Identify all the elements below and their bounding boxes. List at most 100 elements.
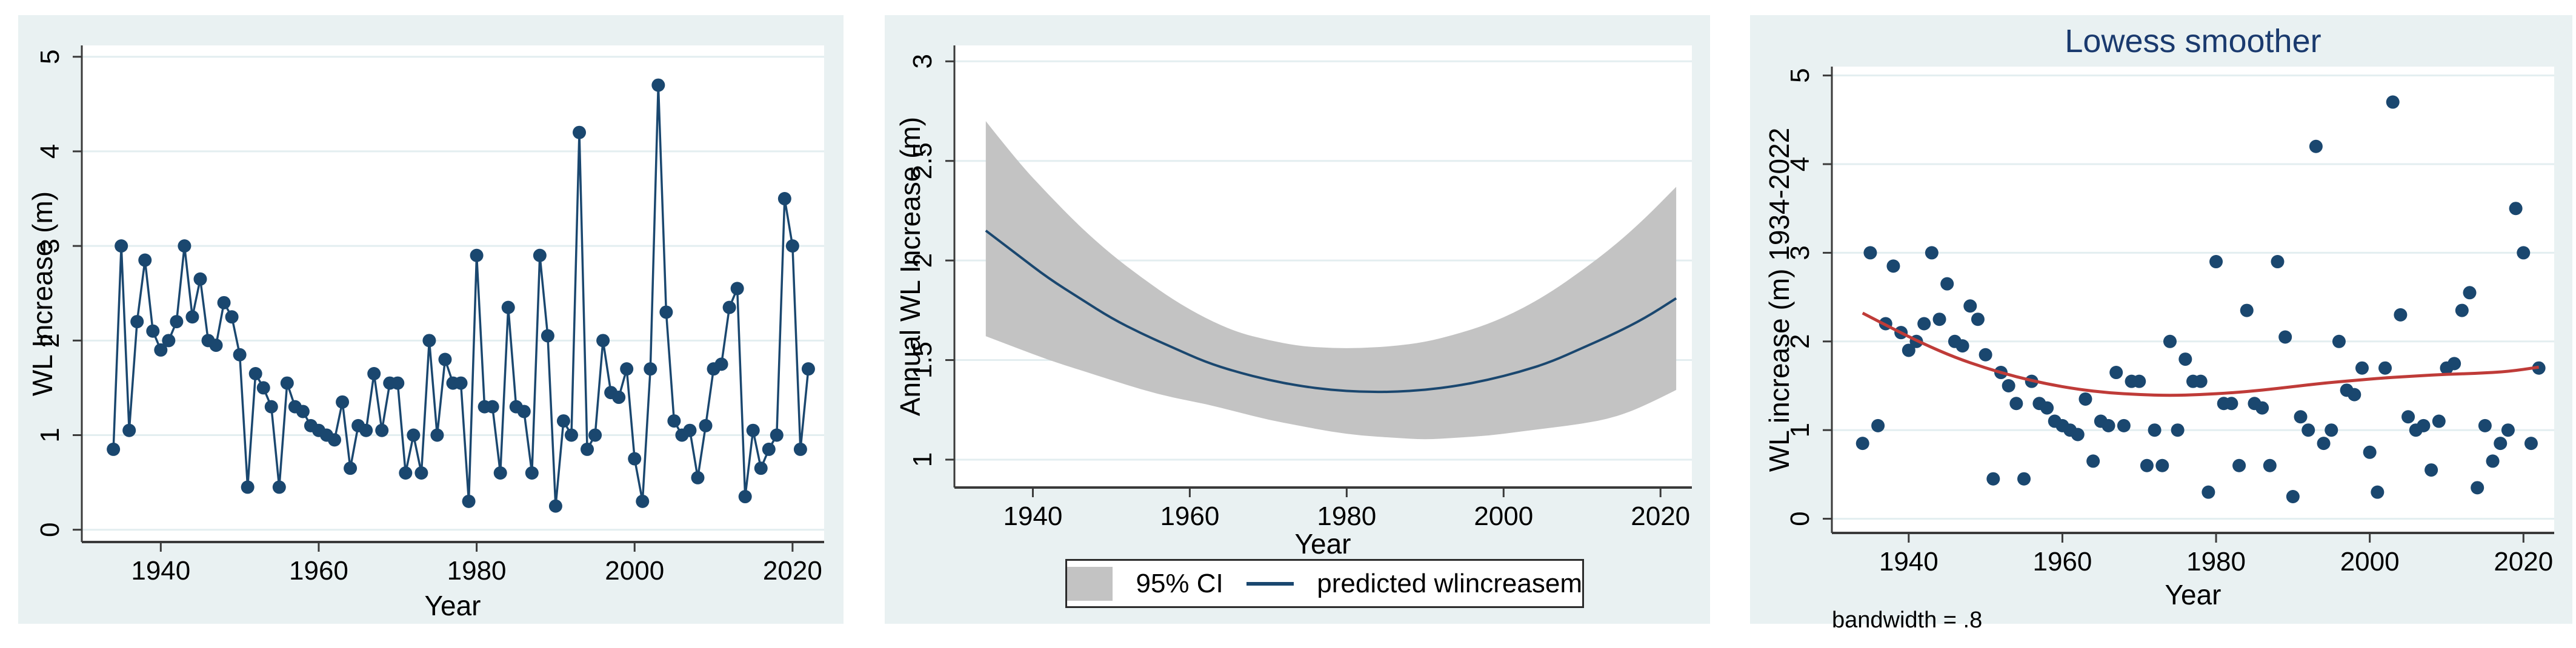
y-tick-label: 0: [35, 522, 65, 537]
regression-chart: 1 1.5 2 2.5 3 1940 1960 1980 2000 2020: [908, 45, 1692, 531]
data-point: [375, 423, 389, 437]
y-tick-label: 2: [908, 253, 937, 268]
timeseries-chart: 0 1 2 3 4 5 1940 1960 1980 2000 2020: [35, 45, 824, 586]
y-axis-title-text: WL Increase (m): [27, 191, 58, 397]
data-point: [248, 366, 262, 380]
data-point: [2524, 437, 2538, 451]
data-point: [628, 452, 642, 466]
x-tick-label: 2020: [763, 556, 822, 586]
data-point: [241, 480, 255, 494]
data-point: [344, 461, 358, 475]
data-point: [2448, 357, 2461, 371]
data-point: [2240, 303, 2254, 317]
data-point: [2148, 423, 2162, 437]
data-point: [2109, 366, 2123, 380]
data-point: [209, 339, 223, 352]
data-point: [407, 428, 421, 442]
data-point: [2140, 458, 2154, 472]
panel-lowess: Lowess smoother 0 1 2 3 4 5 1940 1960 1980 2000 20…: [1750, 15, 2572, 633]
x-tick-label: 2020: [1631, 501, 1690, 531]
data-point: [225, 310, 239, 324]
data-point: [107, 442, 121, 456]
data-point: [2278, 330, 2292, 344]
data-point: [2209, 255, 2223, 269]
data-point: [256, 381, 270, 395]
data-point: [328, 433, 342, 447]
data-point: [2232, 458, 2246, 472]
data-point: [130, 315, 144, 329]
data-point: [2178, 352, 2192, 366]
data-point: [581, 442, 594, 456]
y-axis-title-text: Annual WL Increase (m): [894, 116, 926, 417]
data-point: [2486, 454, 2500, 468]
lowess-chart: 0 1 2 3 4 5 1940 1960 1980 2000 2020: [1785, 67, 2554, 577]
data-point: [193, 272, 207, 286]
fitted-line: [985, 230, 1677, 394]
data-point: [272, 480, 286, 494]
confidence-band: [985, 121, 1677, 440]
data-point: [162, 334, 176, 348]
bandwidth-note: bandwidth = .8: [1832, 607, 1983, 633]
y-tick-label: 3: [1785, 245, 1815, 260]
data-point: [1855, 437, 1869, 451]
plot-area: [1832, 67, 2554, 533]
x-tick-label: 1980: [2186, 547, 2246, 577]
data-point: [422, 334, 436, 348]
data-point: [2171, 423, 2185, 437]
y-axis-title-text: WL increase (m) 1934-2022: [1763, 127, 1795, 472]
data-point: [722, 300, 736, 314]
data-point: [2194, 374, 2208, 388]
data-point: [612, 391, 626, 405]
data-point: [2417, 418, 2431, 432]
data-point: [2455, 303, 2469, 317]
panel-timeseries: 0 1 2 3 4 5 1940 1960 1980 2000 2020 WL Increase (…: [18, 15, 844, 624]
data-point: [359, 423, 373, 437]
data-point: [115, 239, 128, 253]
data-point: [1971, 312, 1985, 326]
data-point: [801, 362, 815, 376]
data-point: [493, 466, 507, 480]
data-point: [264, 400, 278, 414]
x-tick-label: 2000: [605, 556, 664, 586]
data-point: [2509, 202, 2523, 216]
data-point: [793, 442, 807, 456]
data-point: [667, 414, 681, 428]
lowess-line: [1862, 311, 2539, 397]
data-point: [2286, 489, 2300, 503]
data-point: [2317, 437, 2331, 451]
data-point: [1902, 343, 1915, 357]
data-point: [2202, 485, 2215, 499]
x-tick-label: 1940: [1879, 547, 1939, 577]
data-point: [122, 423, 136, 437]
data-point: [564, 428, 578, 442]
data-point: [2494, 437, 2508, 451]
y-tick-label: 1: [35, 428, 65, 442]
x-axis-title: Year: [424, 590, 481, 621]
data-point: [1925, 246, 1939, 260]
data-point: [2117, 418, 2131, 432]
data-point: [1886, 259, 1900, 273]
x-tick-label: 2000: [1474, 501, 1533, 531]
data-point: [2102, 418, 2115, 432]
data-point: [659, 305, 673, 319]
x-axis-title: Year: [2165, 579, 2222, 610]
x-tick-label: 1960: [2032, 547, 2092, 577]
data-point: [2009, 397, 2023, 411]
data-point: [2463, 286, 2477, 300]
data-point: [336, 395, 350, 409]
data-point: [651, 78, 665, 92]
data-point: [2078, 392, 2092, 406]
data-point: [430, 428, 444, 442]
data-point: [438, 352, 452, 366]
data-point: [414, 466, 428, 480]
data-point: [1963, 299, 1977, 313]
data-point: [2309, 139, 2323, 153]
data-point: [217, 296, 231, 309]
y-tick-label: 0: [1785, 511, 1815, 526]
data-point: [596, 334, 610, 348]
data-point: [2294, 410, 2308, 424]
data-point: [2501, 423, 2515, 437]
data-point: [1940, 277, 1954, 291]
data-point: [1917, 317, 1931, 331]
